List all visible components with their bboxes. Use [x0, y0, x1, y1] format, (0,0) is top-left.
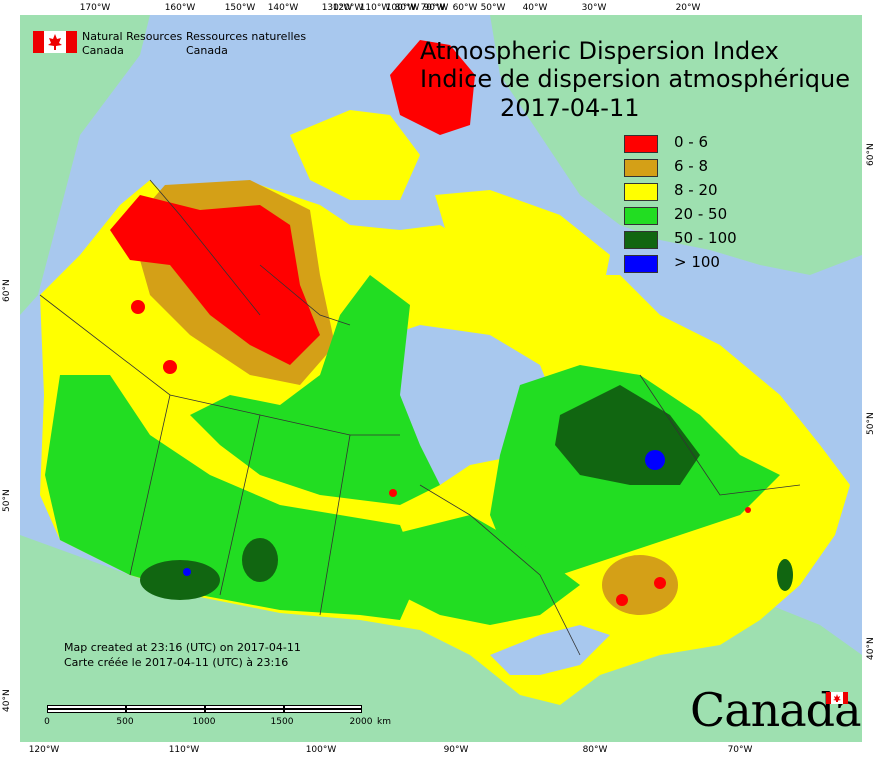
top-lon-label: 70°W	[420, 3, 446, 13]
alaska-land	[20, 15, 150, 315]
scale-label: 2000	[349, 717, 373, 727]
ontario-green	[390, 515, 580, 625]
scale-bar	[47, 705, 362, 715]
top-lon-label: 60°W	[452, 3, 478, 13]
top-lon-label: 150°W	[224, 3, 256, 13]
department-name-en: Natural Resources Canada	[82, 30, 182, 58]
top-lon-label: 170°W	[79, 3, 111, 13]
nunavut-red	[110, 195, 320, 365]
scale-label: 500	[116, 717, 134, 727]
legend-item: 20 - 50	[624, 205, 774, 229]
red-spot	[163, 360, 177, 374]
top-lon-label: 20°W	[675, 3, 701, 13]
legend-label: 20 - 50	[674, 205, 728, 223]
top-lon-label: 90°W	[423, 3, 449, 13]
legend-item: > 100	[624, 253, 774, 277]
left-lat-label: 50°N	[2, 489, 12, 512]
top-lon-label: 100°W	[385, 3, 417, 13]
baffin-yellow	[435, 190, 610, 305]
greenland-land	[490, 15, 862, 275]
scale-label: 1000	[192, 717, 216, 727]
legend-swatch	[624, 159, 658, 177]
map-area	[20, 15, 862, 742]
legend-label: 50 - 100	[674, 229, 737, 247]
right-lat-label: 40°N	[866, 637, 876, 660]
map-canvas	[20, 15, 862, 742]
arctic-islands-yellow	[290, 110, 420, 200]
bottom-lon-label: 110°W	[168, 745, 200, 755]
top-lon-label: 140°W	[267, 3, 299, 13]
credit-line-en: Map created at 23:16 (UTC) on 2017-04-11	[64, 641, 301, 654]
legend: 0 - 6 6 - 8 8 - 20 20 - 50 50 - 100 > 10…	[624, 133, 774, 277]
department-line: Natural Resources	[82, 30, 183, 43]
maritime-dark-green	[777, 559, 793, 591]
legend-label: 0 - 6	[674, 133, 709, 151]
map-credits: Map created at 23:16 (UTC) on 2017-04-11…	[64, 640, 301, 670]
map-title-en: Atmospheric Dispersion Index	[420, 37, 779, 65]
great-lakes	[490, 625, 610, 675]
map-title-fr: Indice de dispersion atmosphérique	[420, 65, 851, 93]
prairie-dark-green	[140, 560, 220, 600]
legend-label: 8 - 20	[674, 181, 718, 199]
top-lon-label: 130°W	[321, 3, 353, 13]
top-lon-label: 160°W	[164, 3, 196, 13]
bottom-lon-label: 80°W	[582, 745, 608, 755]
legend-label: 6 - 8	[674, 157, 709, 175]
bottom-lon-label: 120°W	[28, 745, 60, 755]
scale-label: 1500	[270, 717, 294, 727]
top-lon-label: 110°W	[359, 3, 391, 13]
legend-swatch	[624, 255, 658, 273]
right-lat-label: 50°N	[866, 412, 876, 435]
prairie-blue-spot	[183, 568, 191, 576]
legend-swatch	[624, 207, 658, 225]
legend-item: 6 - 8	[624, 157, 774, 181]
canada-flag-icon	[33, 31, 77, 53]
ellesmere-red	[390, 40, 475, 135]
department-name-fr: Ressources naturelles Canada	[186, 30, 306, 58]
map-date: 2017-04-11	[500, 94, 640, 122]
red-spot	[131, 300, 145, 314]
red-spot	[616, 594, 628, 606]
left-lat-label: 60°N	[2, 279, 12, 302]
legend-item: 50 - 100	[624, 229, 774, 253]
red-spot	[389, 489, 397, 497]
department-line: Canada	[82, 44, 124, 57]
quebec-orange-patch	[602, 555, 678, 615]
legend-swatch	[624, 231, 658, 249]
prairie-dark-green-2	[242, 538, 278, 582]
wordmark-flag-icon	[826, 692, 848, 704]
red-spot	[745, 507, 751, 513]
bottom-lon-label: 100°W	[305, 745, 337, 755]
department-line: Ressources naturelles	[186, 30, 307, 43]
top-lon-label: 50°W	[480, 3, 506, 13]
quebec-blue-spot	[645, 450, 665, 470]
left-lat-label: 40°N	[2, 689, 12, 712]
department-line: Canada	[186, 44, 228, 57]
scale-centerline	[47, 708, 362, 710]
right-lat-label: 60°N	[866, 143, 876, 166]
red-spot	[654, 577, 666, 589]
legend-label: > 100	[674, 253, 720, 271]
credit-line-fr: Carte créée le 2017-04-11 (UTC) à 23:16	[64, 656, 289, 669]
bottom-lon-label: 90°W	[443, 745, 469, 755]
top-lon-label: 30°W	[581, 3, 607, 13]
legend-swatch	[624, 135, 658, 153]
province-boundaries	[39, 179, 801, 656]
top-lon-label: 120°W	[332, 3, 364, 13]
legend-item: 0 - 6	[624, 133, 774, 157]
legend-item: 8 - 20	[624, 181, 774, 205]
scale-unit: km	[377, 717, 391, 727]
top-lon-label: 80°W	[394, 3, 420, 13]
legend-swatch	[624, 183, 658, 201]
top-lon-label: 40°W	[522, 3, 548, 13]
west-green	[45, 375, 420, 620]
bottom-lon-label: 70°W	[727, 745, 753, 755]
scale-label: 0	[44, 717, 50, 727]
